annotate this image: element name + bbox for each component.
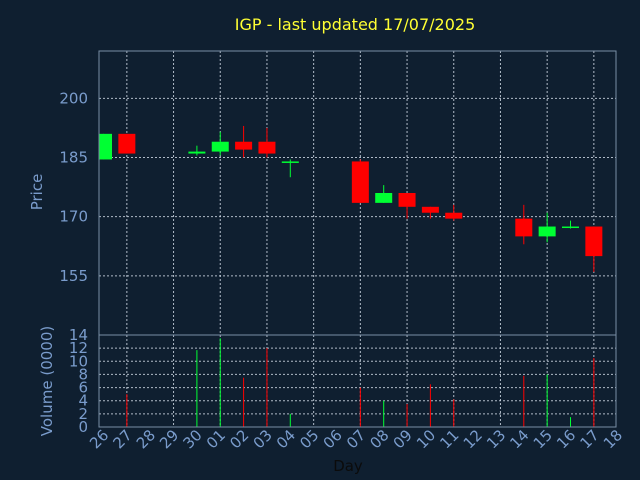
x-axis-label: Day [333, 457, 363, 475]
x-tick-label: 07 [343, 426, 369, 452]
x-tick-label: 13 [483, 426, 509, 452]
candle-body [375, 193, 393, 203]
volume-tick-label: 10 [69, 352, 88, 370]
candle-body [351, 161, 369, 203]
candle-body [258, 141, 276, 154]
x-tick-label: 16 [553, 426, 579, 452]
volume-tick-label: 4 [78, 392, 88, 410]
x-tick-label: 06 [320, 426, 346, 452]
x-tick-label: 05 [296, 426, 322, 452]
candle-body [211, 141, 229, 152]
x-tick-label: 29 [156, 426, 182, 452]
price-tick-label: 185 [59, 149, 88, 167]
x-tick-label: 26 [86, 426, 112, 452]
candle-body [445, 212, 463, 219]
chart-title: IGP - last updated 17/07/2025 [235, 15, 476, 34]
volume-tick-label: 6 [78, 379, 88, 397]
x-tick-label: 02 [226, 426, 252, 452]
volume-tick-label: 8 [78, 365, 88, 383]
candle-body [235, 141, 253, 150]
candle-body [562, 226, 579, 229]
x-tick-label: 15 [530, 426, 556, 452]
x-tick-label: 08 [366, 426, 392, 452]
volume-tick-label: 0 [78, 418, 88, 436]
x-tick-label: 10 [413, 426, 439, 452]
x-tick-label: 04 [273, 426, 299, 452]
x-tick-label: 03 [250, 426, 276, 452]
volume-plot-frame [98, 334, 617, 428]
candle-body [281, 161, 299, 163]
x-tick-label: 14 [506, 426, 532, 452]
candle-body [515, 218, 533, 237]
candle-body [118, 133, 136, 154]
volume-axis-label: Volume (0000) [38, 326, 56, 436]
price-axis-label: Price [28, 174, 46, 211]
candle-body [188, 151, 206, 154]
x-tick-label: 12 [460, 426, 486, 452]
candle-body [421, 206, 439, 213]
x-tick-label: 01 [203, 426, 229, 452]
x-tick-label: 18 [600, 426, 626, 452]
candle-body [585, 226, 603, 257]
price-tick-label: 200 [59, 89, 88, 107]
volume-tick-label: 12 [69, 339, 88, 357]
candle-body [398, 193, 416, 207]
price-panel: 155 170 185 200 Price [28, 50, 617, 336]
x-tick-label: 17 [576, 426, 602, 452]
candle-body [99, 133, 112, 160]
price-tick-label: 155 [59, 267, 88, 285]
x-tick-label: 28 [133, 426, 159, 452]
price-tick-label: 170 [59, 208, 88, 226]
x-tick-label: 27 [109, 426, 135, 452]
volume-tick-label: 2 [78, 405, 88, 423]
x-tick-label: 30 [179, 426, 205, 452]
x-tick-label: 09 [390, 426, 416, 452]
volume-tick-label: 14 [69, 326, 88, 344]
candle-body [538, 226, 556, 237]
x-tick-label: 11 [436, 426, 462, 452]
